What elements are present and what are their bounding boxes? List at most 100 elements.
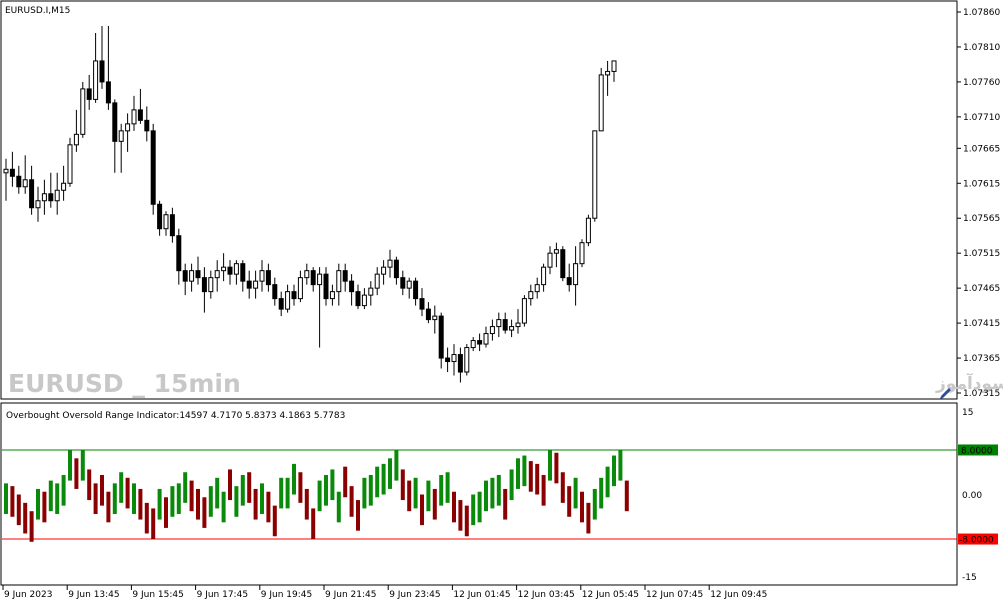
- oscillator-bar: [490, 477, 495, 509]
- candle-body: [99, 60, 105, 83]
- candle: [118, 123, 124, 173]
- candle: [131, 95, 137, 131]
- oscillator-bar: [247, 472, 252, 503]
- candle-body: [253, 280, 259, 289]
- oscillator-bar: [509, 469, 514, 501]
- price-label: 1.07415: [963, 319, 1000, 329]
- candle: [304, 263, 310, 285]
- candle: [393, 256, 399, 285]
- candle: [246, 270, 252, 299]
- oscillator-bar: [112, 483, 117, 514]
- candle-body: [208, 277, 214, 293]
- candle: [374, 267, 380, 296]
- candle-body: [413, 280, 419, 300]
- candle-body: [374, 273, 380, 289]
- oscillator-bar: [426, 480, 431, 512]
- oscillator-bar: [452, 491, 456, 523]
- oscillator-bar: [368, 475, 373, 506]
- candle: [73, 109, 79, 152]
- candle: [573, 246, 579, 306]
- candle: [48, 172, 54, 208]
- candle-body: [605, 70, 611, 76]
- time-label: 9 Jun 23:45: [389, 590, 440, 600]
- oscillator-bar: [23, 502, 28, 534]
- indicator-scale-bottom: -15: [962, 573, 977, 583]
- oscillator-bar: [164, 497, 168, 528]
- candle: [541, 263, 547, 292]
- candle-body: [502, 319, 508, 331]
- candle-body: [227, 266, 233, 275]
- candle: [67, 137, 73, 187]
- oscillator-bar: [304, 488, 309, 520]
- candle-body: [573, 263, 579, 286]
- oscillator-bar: [240, 475, 245, 506]
- overbought-level-value: 8.0000: [961, 446, 993, 456]
- candle: [592, 130, 598, 222]
- candle-body: [425, 308, 431, 321]
- candle-body: [451, 354, 457, 363]
- candle-body: [342, 270, 348, 282]
- candle: [509, 319, 515, 338]
- candle: [265, 263, 271, 292]
- candle: [29, 165, 35, 215]
- oscillator-bar: [292, 463, 296, 495]
- main-chart-pane[interactable]: [0, 0, 958, 400]
- time-axis: 9 Jun 2023 9 Jun 13:45 9 Jun 15:45 9 Jun 17…: [2, 585, 767, 600]
- price-label: 1.07760: [963, 78, 1000, 88]
- oscillator-bar: [394, 449, 399, 481]
- oscillator-bar: [100, 475, 104, 506]
- candle: [566, 263, 572, 292]
- candle-body: [169, 214, 175, 237]
- candle-body: [93, 60, 99, 100]
- oscillator-bar: [196, 488, 200, 520]
- candle: [54, 172, 60, 215]
- candle-body: [457, 354, 463, 373]
- candle: [406, 277, 412, 299]
- oscillator-bar: [36, 488, 40, 520]
- candle: [214, 260, 220, 292]
- candle-body: [579, 242, 585, 265]
- candle: [464, 344, 470, 376]
- candle: [611, 60, 617, 82]
- candle-body: [406, 280, 412, 289]
- candle-body: [560, 249, 566, 279]
- candle: [195, 256, 201, 285]
- candle-body: [48, 193, 54, 202]
- candle: [150, 123, 156, 215]
- price-label: 1.07365: [963, 354, 1000, 364]
- candle: [489, 319, 495, 341]
- candle: [272, 277, 278, 306]
- oscillator-bar: [541, 475, 546, 506]
- candle: [291, 284, 297, 306]
- oversold-level-value: -8.0000: [959, 536, 994, 546]
- candle: [221, 253, 227, 282]
- candle-body: [272, 284, 278, 300]
- candle: [157, 200, 163, 236]
- candle: [605, 60, 611, 96]
- candle: [259, 260, 265, 292]
- candle: [336, 263, 342, 306]
- pen-icon[interactable]: [940, 388, 951, 399]
- oscillator-bar: [202, 497, 207, 528]
- time-label: 9 Jun 17:45: [197, 590, 248, 600]
- candle: [323, 267, 329, 306]
- oscillator-bar: [484, 480, 488, 512]
- time-label: 12 Jun 07:45: [646, 590, 703, 600]
- candle: [528, 284, 534, 306]
- oscillator-bar: [87, 469, 92, 501]
- candle-body: [150, 130, 156, 205]
- candle-body: [464, 347, 470, 373]
- candle: [112, 99, 118, 173]
- candle: [515, 309, 521, 334]
- overbought-level-tag: [958, 444, 998, 456]
- candle: [496, 312, 502, 338]
- candle: [137, 88, 143, 124]
- candle-body: [105, 81, 111, 104]
- candle: [425, 302, 431, 324]
- candle-body: [195, 270, 201, 279]
- oscillator-histogram: [4, 449, 629, 542]
- candle-body: [35, 200, 41, 209]
- oscillator-bar: [157, 488, 162, 520]
- oscillator-bar: [548, 449, 552, 481]
- oscillator-bar: [349, 486, 354, 517]
